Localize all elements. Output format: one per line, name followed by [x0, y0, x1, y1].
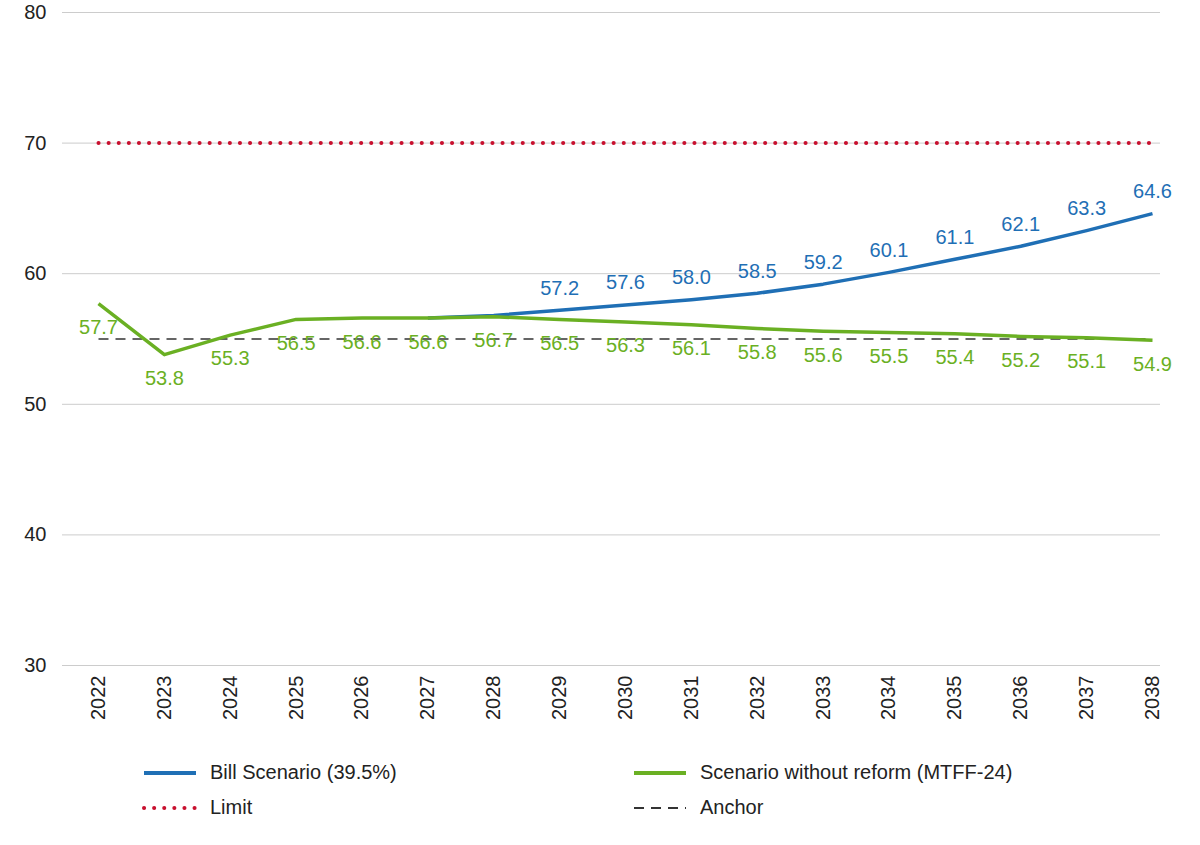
- svg-text:56.1: 56.1: [672, 337, 711, 359]
- svg-text:55.4: 55.4: [935, 346, 974, 368]
- svg-text:55.1: 55.1: [1067, 350, 1106, 372]
- svg-text:55.5: 55.5: [870, 345, 909, 367]
- html-text:Scenario without reform (MTFF-: Scenario without reform (MTFF-24): [700, 761, 1013, 783]
- svg-text:56.6: 56.6: [408, 331, 447, 353]
- svg-text:56.7: 56.7: [474, 329, 513, 351]
- svg-text:70: 70: [24, 132, 46, 154]
- svg-text:2038: 2038: [1141, 676, 1163, 721]
- svg-text:50: 50: [24, 393, 46, 415]
- svg-text:57.2: 57.2: [540, 277, 579, 299]
- html-text:Anchor: Anchor: [700, 796, 764, 818]
- svg-text:57.6: 57.6: [606, 271, 645, 293]
- svg-text:55.3: 55.3: [211, 347, 250, 369]
- svg-text:2032: 2032: [746, 676, 768, 721]
- svg-text:30: 30: [24, 654, 46, 676]
- svg-text:63.3: 63.3: [1067, 197, 1106, 219]
- svg-text:61.1: 61.1: [935, 226, 974, 248]
- svg-text:2026: 2026: [350, 676, 372, 721]
- svg-text:2035: 2035: [943, 676, 965, 721]
- svg-text:60.1: 60.1: [870, 239, 909, 261]
- svg-text:60: 60: [24, 262, 46, 284]
- svg-text:2030: 2030: [614, 676, 636, 721]
- svg-text:2022: 2022: [87, 676, 109, 721]
- html-text:Limit: Limit: [210, 796, 253, 818]
- svg-text:2036: 2036: [1009, 676, 1031, 721]
- svg-text:55.8: 55.8: [738, 341, 777, 363]
- svg-text:2028: 2028: [482, 676, 504, 721]
- svg-text:40: 40: [24, 523, 46, 545]
- svg-text:2034: 2034: [877, 676, 899, 721]
- html-text:Bill Scenario (39.5%): Bill Scenario (39.5%): [210, 761, 397, 783]
- svg-text:56.5: 56.5: [277, 332, 316, 354]
- svg-text:53.8: 53.8: [145, 367, 184, 389]
- svg-text:56.3: 56.3: [606, 334, 645, 356]
- svg-text:2037: 2037: [1075, 676, 1097, 721]
- svg-text:55.2: 55.2: [1001, 349, 1040, 371]
- svg-text:54.9: 54.9: [1133, 353, 1172, 375]
- svg-text:2023: 2023: [153, 676, 175, 721]
- svg-text:59.2: 59.2: [804, 251, 843, 273]
- svg-text:2027: 2027: [416, 676, 438, 721]
- svg-text:2029: 2029: [548, 676, 570, 721]
- svg-text:58.0: 58.0: [672, 266, 711, 288]
- svg-text:58.5: 58.5: [738, 260, 777, 282]
- svg-text:56.6: 56.6: [343, 331, 382, 353]
- svg-text:2033: 2033: [812, 676, 834, 721]
- svg-text:64.6: 64.6: [1133, 180, 1172, 202]
- svg-text:56.5: 56.5: [540, 332, 579, 354]
- svg-text:80: 80: [24, 1, 46, 23]
- svg-text:2025: 2025: [285, 676, 307, 721]
- svg-text:55.6: 55.6: [804, 344, 843, 366]
- svg-text:57.7: 57.7: [79, 316, 118, 338]
- svg-text:62.1: 62.1: [1001, 213, 1040, 235]
- svg-text:2031: 2031: [680, 676, 702, 721]
- svg-text:2024: 2024: [219, 676, 241, 721]
